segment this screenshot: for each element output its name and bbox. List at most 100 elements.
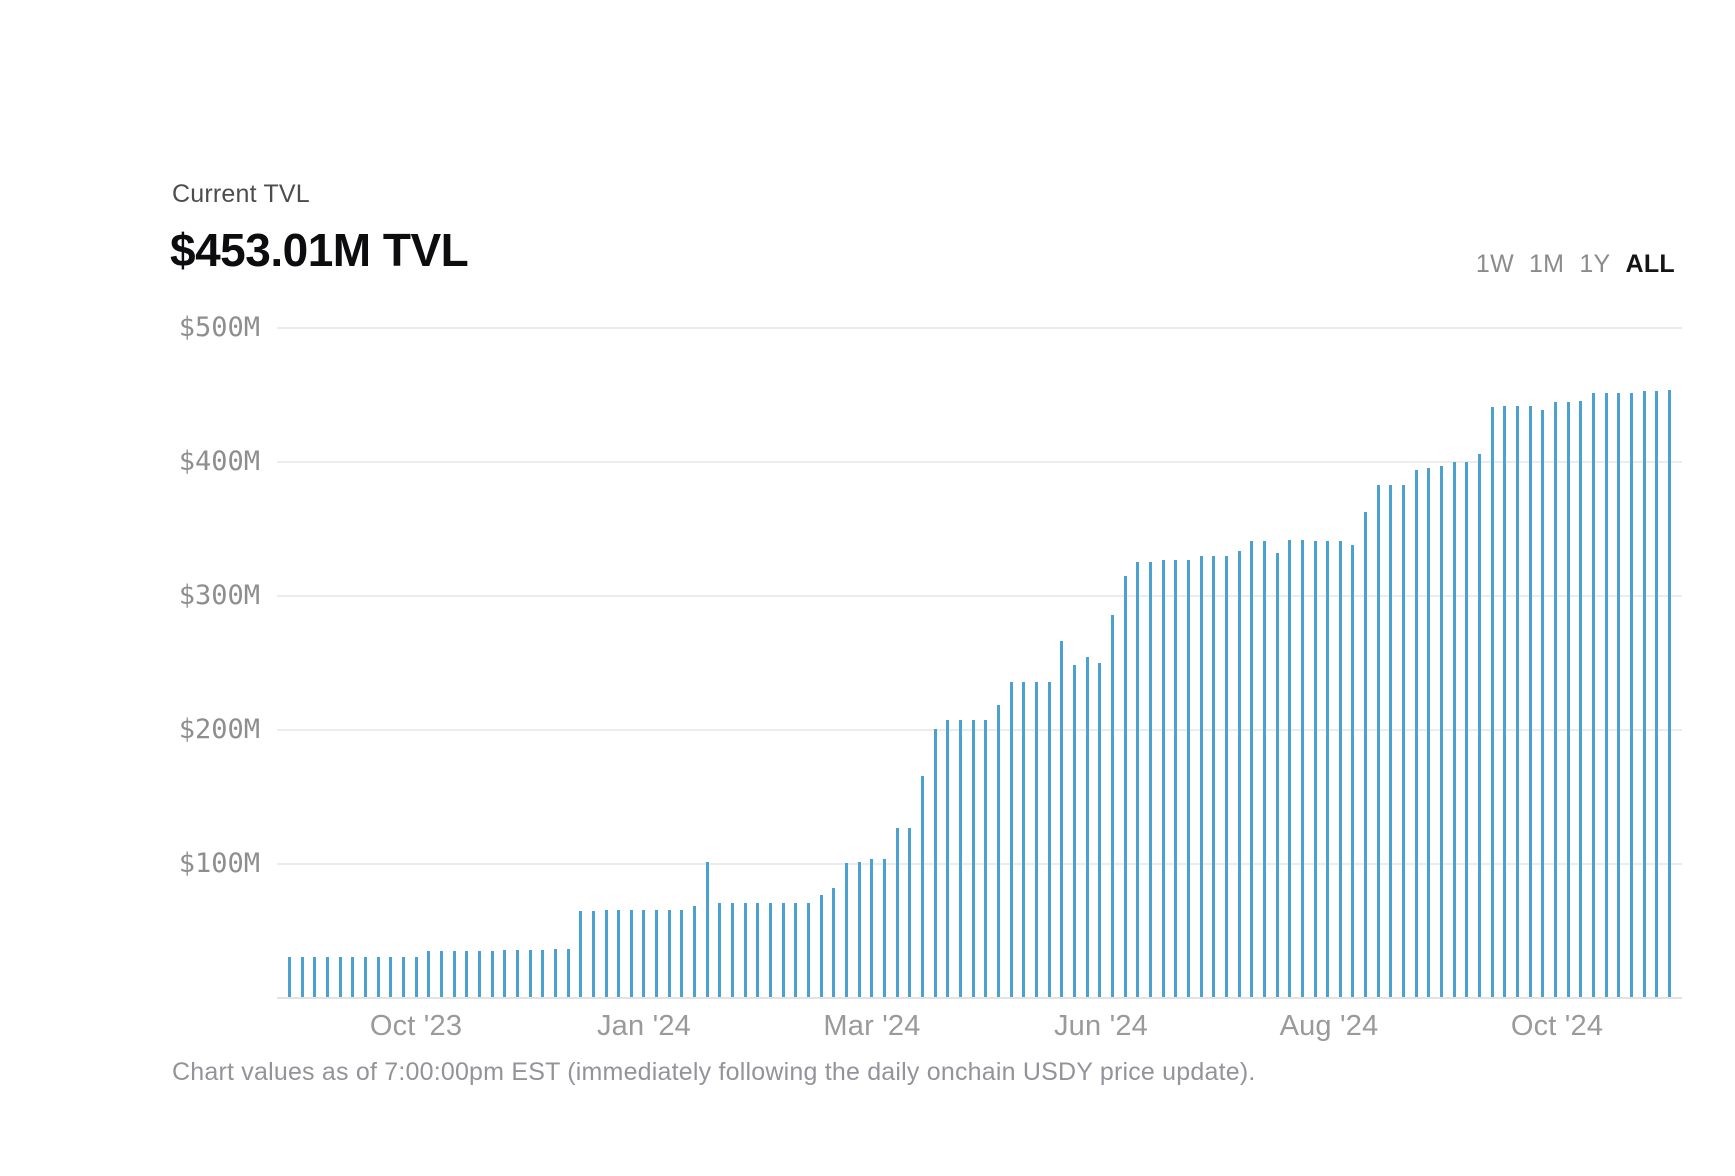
tvl-bar[interactable] xyxy=(1503,406,1507,997)
tvl-bar[interactable] xyxy=(1402,485,1406,997)
tvl-bar[interactable] xyxy=(1009,682,1013,997)
tvl-bar[interactable] xyxy=(756,903,760,997)
tvl-bar[interactable] xyxy=(933,729,937,997)
tvl-bar[interactable] xyxy=(1174,560,1178,997)
tvl-bar[interactable] xyxy=(1440,466,1444,997)
plot-area[interactable] xyxy=(277,327,1682,999)
tvl-bar[interactable] xyxy=(414,956,418,997)
tvl-bar[interactable] xyxy=(465,951,469,997)
tvl-bar[interactable] xyxy=(452,951,456,997)
tvl-bar[interactable] xyxy=(389,956,393,997)
tvl-bar[interactable] xyxy=(705,861,709,997)
tvl-bar[interactable] xyxy=(1617,392,1621,997)
tvl-bar[interactable] xyxy=(1452,462,1456,997)
tvl-bar[interactable] xyxy=(921,775,925,997)
tvl-bar[interactable] xyxy=(1313,541,1317,997)
tvl-bar[interactable] xyxy=(718,903,722,997)
tvl-bar[interactable] xyxy=(604,909,608,997)
tvl-bar[interactable] xyxy=(971,719,975,997)
tvl-bar[interactable] xyxy=(515,950,519,997)
tvl-bar[interactable] xyxy=(629,909,633,997)
tvl-bar[interactable] xyxy=(1630,392,1634,997)
tvl-bar[interactable] xyxy=(883,858,887,997)
tvl-bar[interactable] xyxy=(743,903,747,997)
tvl-bar[interactable] xyxy=(794,903,798,997)
tvl-bar[interactable] xyxy=(439,951,443,997)
tvl-bar[interactable] xyxy=(908,828,912,997)
tvl-bar[interactable] xyxy=(528,950,532,997)
tvl-bar[interactable] xyxy=(1136,561,1140,997)
tvl-bar[interactable] xyxy=(1085,656,1089,997)
tvl-bar[interactable] xyxy=(984,719,988,997)
tvl-bar[interactable] xyxy=(325,956,329,997)
tvl-bar[interactable] xyxy=(1034,682,1038,997)
tvl-bar[interactable] xyxy=(1490,407,1494,997)
tvl-bar[interactable] xyxy=(566,948,570,997)
tvl-bar[interactable] xyxy=(1516,406,1520,997)
tvl-bar[interactable] xyxy=(1250,541,1254,997)
tvl-bar[interactable] xyxy=(857,861,861,997)
range-option-1y[interactable]: 1Y xyxy=(1579,250,1611,278)
tvl-bar[interactable] xyxy=(1351,545,1355,997)
tvl-bar[interactable] xyxy=(1110,615,1114,997)
tvl-bar[interactable] xyxy=(1237,550,1241,997)
tvl-bar[interactable] xyxy=(363,956,367,997)
tvl-bar[interactable] xyxy=(807,903,811,997)
tvl-bar[interactable] xyxy=(1389,485,1393,997)
tvl-bar[interactable] xyxy=(313,956,317,997)
tvl-bar[interactable] xyxy=(959,719,962,997)
tvl-bar[interactable] xyxy=(1465,462,1469,997)
tvl-bar[interactable] xyxy=(1300,540,1304,997)
tvl-bar[interactable] xyxy=(1212,556,1216,997)
tvl-bar[interactable] xyxy=(579,911,583,997)
tvl-bar[interactable] xyxy=(401,956,405,997)
tvl-bar[interactable] xyxy=(591,911,595,997)
tvl-bar[interactable] xyxy=(655,909,659,997)
tvl-bar[interactable] xyxy=(1528,406,1532,997)
tvl-bar[interactable] xyxy=(1199,556,1203,997)
tvl-bar[interactable] xyxy=(288,956,291,997)
tvl-bar[interactable] xyxy=(1022,682,1026,997)
tvl-bar[interactable] xyxy=(781,903,785,997)
tvl-bar[interactable] xyxy=(1655,391,1659,997)
tvl-bar[interactable] xyxy=(845,863,849,997)
tvl-bar[interactable] xyxy=(946,719,950,997)
tvl-bar[interactable] xyxy=(1566,402,1570,997)
tvl-bar[interactable] xyxy=(490,951,494,997)
tvl-bar[interactable] xyxy=(1338,541,1342,997)
tvl-bar[interactable] xyxy=(477,951,481,997)
tvl-bar[interactable] xyxy=(1427,467,1431,997)
tvl-bar[interactable] xyxy=(427,951,431,997)
tvl-bar[interactable] xyxy=(680,909,684,997)
tvl-bar[interactable] xyxy=(1579,400,1583,997)
tvl-bar[interactable] xyxy=(1668,389,1671,997)
tvl-bar[interactable] xyxy=(617,909,621,997)
tvl-bar[interactable] xyxy=(1326,541,1330,997)
tvl-bar[interactable] xyxy=(1072,664,1076,997)
tvl-bar[interactable] xyxy=(338,956,342,997)
tvl-bar[interactable] xyxy=(1060,640,1064,997)
tvl-bar[interactable] xyxy=(693,905,697,997)
tvl-bar[interactable] xyxy=(819,895,823,997)
tvl-bar[interactable] xyxy=(1123,576,1127,997)
tvl-bar[interactable] xyxy=(1592,392,1596,997)
tvl-bar[interactable] xyxy=(769,903,773,997)
tvl-bar[interactable] xyxy=(1478,454,1482,997)
range-option-1m[interactable]: 1M xyxy=(1528,250,1565,278)
tvl-bar[interactable] xyxy=(642,909,646,997)
tvl-bar[interactable] xyxy=(541,950,545,997)
tvl-bar[interactable] xyxy=(895,828,899,997)
tvl-bar[interactable] xyxy=(553,948,557,997)
tvl-bar[interactable] xyxy=(731,903,735,997)
tvl-bar[interactable] xyxy=(996,704,1000,997)
tvl-bar[interactable] xyxy=(1186,560,1190,997)
tvl-bar[interactable] xyxy=(1288,540,1292,997)
tvl-bar[interactable] xyxy=(1161,560,1165,997)
tvl-bar[interactable] xyxy=(1275,553,1279,997)
tvl-bar[interactable] xyxy=(1414,470,1418,997)
tvl-bar[interactable] xyxy=(1098,663,1102,997)
tvl-bar[interactable] xyxy=(1364,511,1368,997)
tvl-bar[interactable] xyxy=(300,956,304,997)
range-option-all[interactable]: ALL xyxy=(1625,250,1675,278)
tvl-bar[interactable] xyxy=(376,956,380,997)
